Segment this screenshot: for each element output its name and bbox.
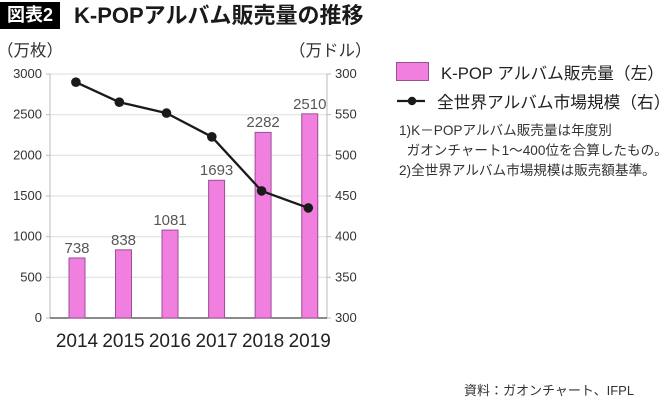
svg-text:0: 0 bbox=[35, 310, 42, 325]
svg-text:2000: 2000 bbox=[13, 147, 42, 162]
svg-text:1081: 1081 bbox=[153, 212, 186, 229]
svg-text:500: 500 bbox=[335, 147, 357, 162]
svg-text:1000: 1000 bbox=[13, 229, 42, 244]
svg-text:550: 550 bbox=[335, 107, 357, 122]
svg-text:3000: 3000 bbox=[13, 66, 42, 81]
svg-text:2016: 2016 bbox=[149, 331, 191, 352]
svg-text:2500: 2500 bbox=[13, 107, 42, 122]
svg-text:2017: 2017 bbox=[195, 331, 237, 352]
svg-text:400: 400 bbox=[335, 229, 357, 244]
svg-text:738: 738 bbox=[64, 240, 89, 257]
svg-text:2510: 2510 bbox=[293, 96, 326, 113]
svg-text:1693: 1693 bbox=[200, 162, 233, 179]
svg-text:450: 450 bbox=[335, 188, 357, 203]
svg-text:2018: 2018 bbox=[242, 331, 284, 352]
svg-text:2282: 2282 bbox=[246, 114, 279, 131]
svg-text:1500: 1500 bbox=[13, 188, 42, 203]
svg-text:300: 300 bbox=[335, 66, 357, 81]
svg-text:2015: 2015 bbox=[102, 331, 144, 352]
svg-text:838: 838 bbox=[111, 232, 136, 249]
svg-text:（万ドル）: （万ドル） bbox=[289, 41, 372, 60]
svg-text:2019: 2019 bbox=[289, 331, 331, 352]
svg-text:350: 350 bbox=[335, 269, 357, 284]
svg-text:（万枚）: （万枚） bbox=[0, 41, 63, 60]
svg-text:2014: 2014 bbox=[56, 331, 99, 352]
svg-text:500: 500 bbox=[20, 269, 42, 284]
svg-text:300: 300 bbox=[335, 310, 357, 325]
